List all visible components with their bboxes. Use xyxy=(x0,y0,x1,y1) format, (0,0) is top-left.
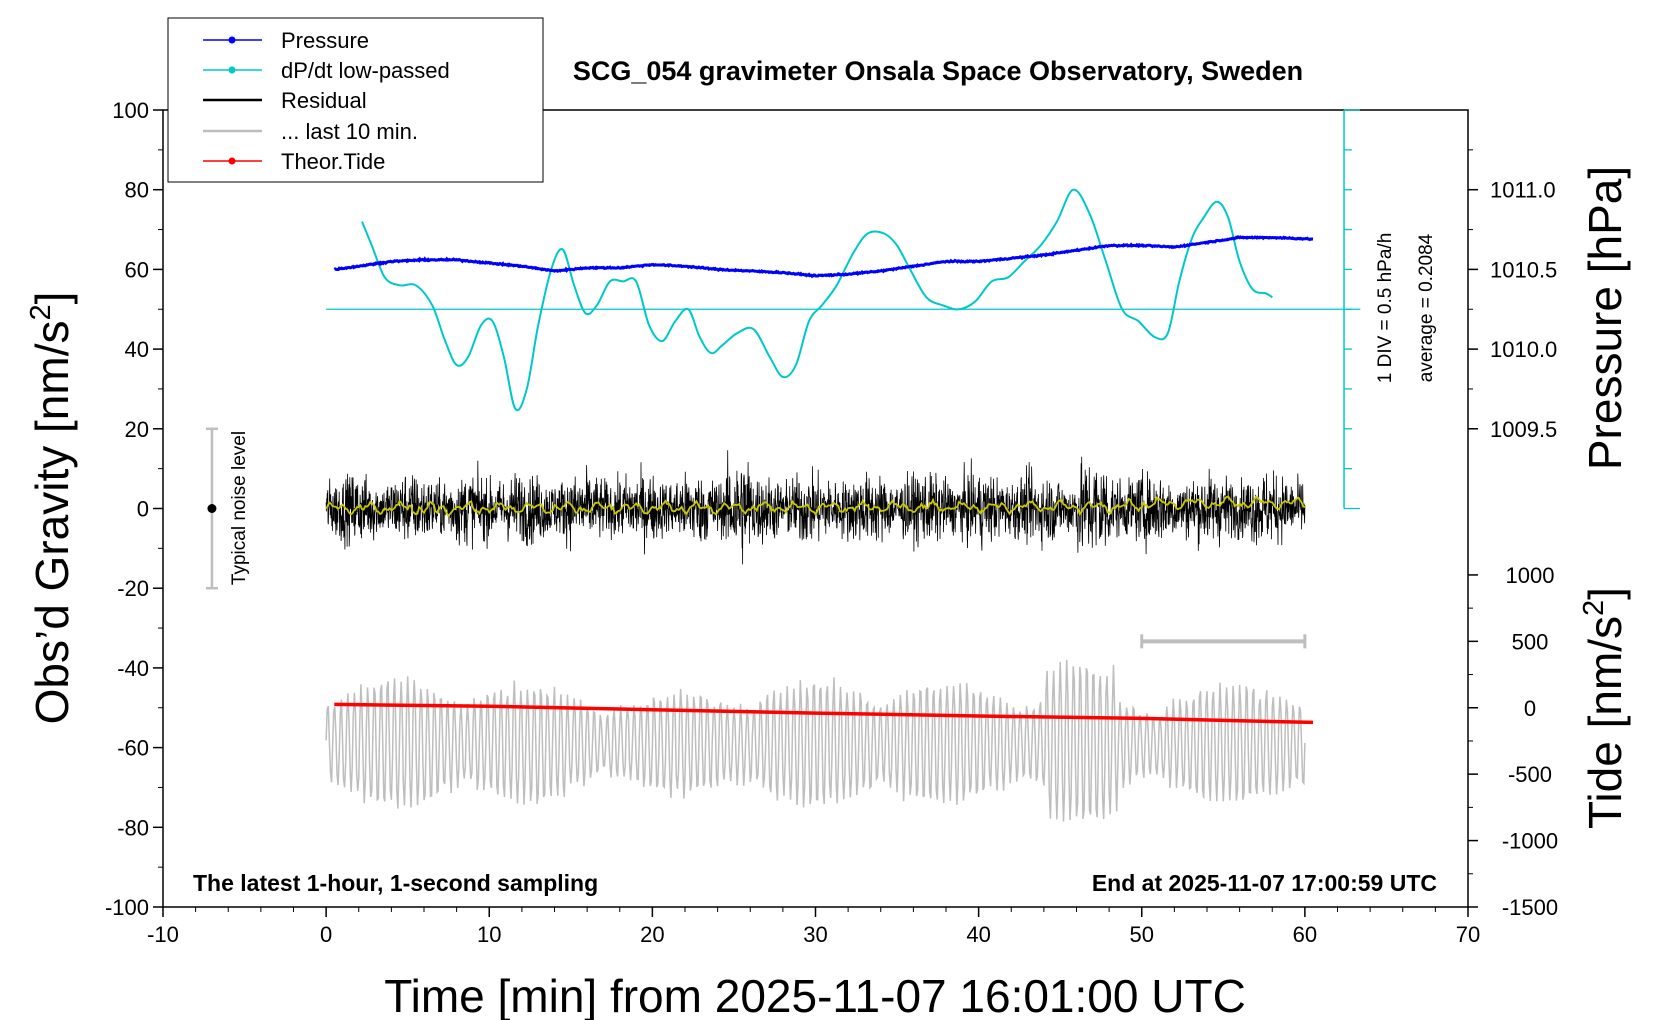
series-residual-line xyxy=(325,450,1306,565)
legend-item-residual: Residual xyxy=(203,88,367,113)
legend-label-last-10-min: ... last 10 min. xyxy=(281,119,418,144)
legend-label-dpdt: dP/dt low-passed xyxy=(281,58,450,83)
x-tick-label: 30 xyxy=(803,922,827,947)
legend-marker-dpdt xyxy=(228,66,236,74)
y-tick-label: -100 xyxy=(105,895,149,920)
tide-tick-label: 500 xyxy=(1512,629,1549,654)
tide-tick-label: -500 xyxy=(1508,762,1552,787)
series-dpdt-line xyxy=(361,188,1273,412)
x-tick-label: -10 xyxy=(147,922,179,947)
dpdt-average-label: average = 0.2084 xyxy=(1416,233,1437,382)
series-residual-smoothed-line xyxy=(325,495,1306,518)
x-tick-label: 70 xyxy=(1456,922,1480,947)
y-axis-label-tide-end: ] xyxy=(1579,587,1631,600)
y-tick-label: -20 xyxy=(117,576,149,601)
y-tick-label: 60 xyxy=(125,257,149,282)
legend-label-pressure: Pressure xyxy=(281,28,369,53)
y-axis-label-tide-main: Tide [nm/s xyxy=(1579,616,1631,829)
x-tick-label: 10 xyxy=(477,922,501,947)
tide-tick-label: -1000 xyxy=(1502,829,1558,854)
tide-tick-label: 1000 xyxy=(1506,563,1555,588)
y-tick-label: 100 xyxy=(112,98,149,123)
y-axis-label-left: Obs’d Gravity [nm/s2] xyxy=(25,292,78,725)
y-tick-label: 0 xyxy=(137,497,149,522)
pressure-tick-label: 1011.0 xyxy=(1490,178,1556,203)
legend-label-residual: Residual xyxy=(281,88,367,113)
last-10-min-bracket xyxy=(1140,634,1307,649)
series-last-10-min-line xyxy=(325,659,1306,822)
dpdt-scale-axis xyxy=(1343,109,1361,510)
tide-tick-label: 0 xyxy=(1524,696,1536,721)
y-axis-label-left-end: ] xyxy=(26,292,78,305)
y-tick-label: 80 xyxy=(125,178,149,203)
pressure-tick-label: 1009.5 xyxy=(1490,417,1557,442)
x-tick-label: 40 xyxy=(966,922,990,947)
series-layer xyxy=(325,188,1361,822)
y-tick-label: -80 xyxy=(117,815,149,840)
x-tick-label: 20 xyxy=(640,922,664,947)
x-tick-label: 50 xyxy=(1130,922,1154,947)
legend-item-theor-tide: Theor.Tide xyxy=(203,149,385,174)
pressure-tick-label: 1010.0 xyxy=(1490,337,1557,362)
legend-label-theor-tide: Theor.Tide xyxy=(281,149,385,174)
series-pressure-line xyxy=(333,234,1314,279)
y-axis-label-left-main: Obs’d Gravity [nm/s xyxy=(26,321,78,725)
y-axis-label-pressure: Pressure [hPa] xyxy=(1579,166,1631,470)
annotation-bottom-left: The latest 1-hour, 1-second sampling xyxy=(193,870,598,896)
x-tick-label: 60 xyxy=(1293,922,1317,947)
legend-item-last-10-min: ... last 10 min. xyxy=(203,119,418,144)
legend-item-pressure: Pressure xyxy=(203,28,369,53)
y-tick-label: 20 xyxy=(125,417,149,442)
y-tick-label: -40 xyxy=(117,656,149,681)
noise-level-indicator: Typical noise level xyxy=(205,427,250,590)
y-axis-label-left-sup: 2 xyxy=(25,304,57,320)
y-axis-label-tide: Tide [nm/s2] xyxy=(1578,587,1631,829)
x-tick-label: 0 xyxy=(320,922,332,947)
annotation-bottom-right: End at 2025-11-07 17:00:59 UTC xyxy=(1092,870,1437,896)
legend-item-dpdt: dP/dt low-passed xyxy=(203,58,450,83)
noise-level-label: Typical noise level xyxy=(229,431,250,585)
noise-level-dot xyxy=(207,504,217,513)
legend-marker-theor-tide xyxy=(228,157,236,165)
y-axis-label-tide-sup: 2 xyxy=(1578,600,1610,616)
tide-tick-label: -1500 xyxy=(1502,895,1558,920)
legend-marker-pressure xyxy=(228,36,236,44)
dpdt-scale-label: 1 DIV = 0.5 hPa/h xyxy=(1375,233,1396,384)
chart-title: SCG_054 gravimeter Onsala Space Observat… xyxy=(573,56,1303,86)
pressure-tick-label: 1010.5 xyxy=(1490,257,1557,282)
legend: Pressure dP/dt low-passed Residual ... l… xyxy=(167,17,544,183)
y-tick-label: 40 xyxy=(125,337,149,362)
series-theor-tide-line xyxy=(334,702,1314,725)
axis-ticks: -10 0 10 20 30 40 50 60 70-100-80-60-40-20020406… xyxy=(105,98,1558,947)
x-axis-label: Time [min] from 2025-11-07 16:01:00 UTC xyxy=(384,970,1246,1020)
y-tick-label: -60 xyxy=(117,736,149,761)
